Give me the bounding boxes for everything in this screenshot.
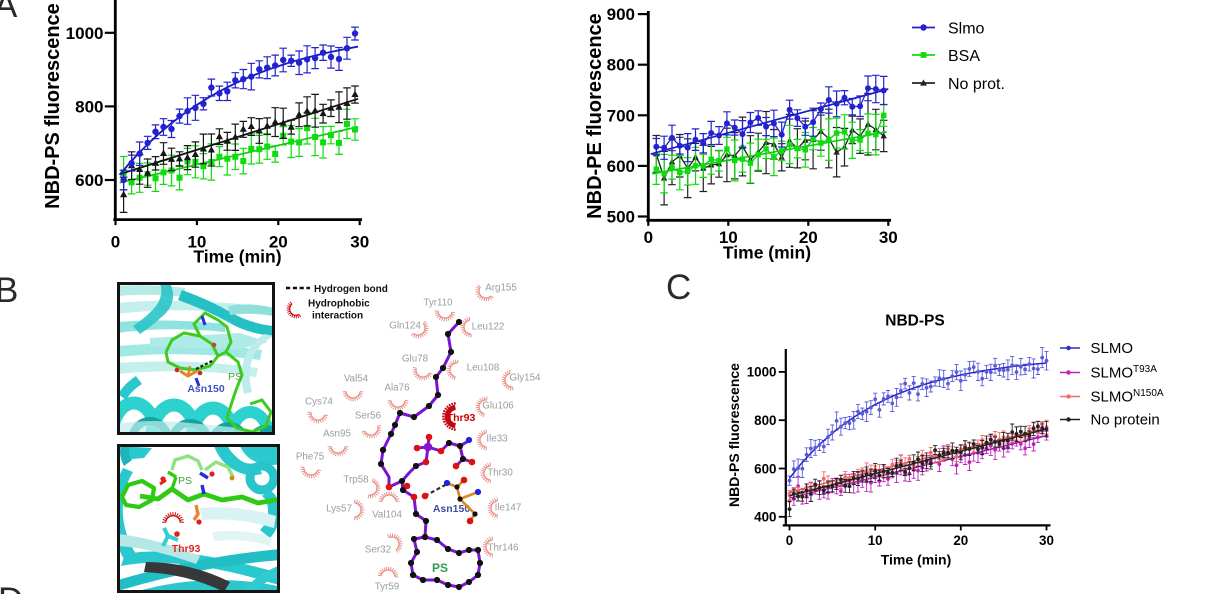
svg-text:BSA: BSA bbox=[948, 48, 980, 65]
svg-text:Ala76: Ala76 bbox=[384, 383, 410, 394]
svg-text:30: 30 bbox=[350, 232, 369, 251]
svg-text:B: B bbox=[0, 271, 18, 310]
svg-text:No protein: No protein bbox=[1091, 412, 1160, 429]
svg-text:1000: 1000 bbox=[747, 365, 777, 380]
svg-text:C: C bbox=[666, 268, 691, 307]
svg-text:Glu106: Glu106 bbox=[482, 401, 514, 412]
svg-text:0: 0 bbox=[644, 228, 653, 247]
svg-text:SLMO: SLMO bbox=[1091, 340, 1134, 357]
svg-text:No prot.: No prot. bbox=[948, 76, 1005, 93]
svg-text:Ile147: Ile147 bbox=[495, 503, 522, 514]
svg-text:Ile33: Ile33 bbox=[486, 434, 508, 445]
svg-text:Leu108: Leu108 bbox=[467, 363, 500, 374]
svg-text:Thr146: Thr146 bbox=[487, 543, 519, 554]
svg-text:Thr30: Thr30 bbox=[487, 468, 513, 479]
svg-text:600: 600 bbox=[754, 461, 776, 476]
svg-text:600: 600 bbox=[75, 171, 103, 190]
svg-text:NBD-PE fluorescence: NBD-PE fluorescence bbox=[584, 13, 606, 219]
svg-text:A: A bbox=[0, 0, 18, 25]
svg-text:SLMOT93A: SLMOT93A bbox=[1091, 364, 1158, 382]
svg-text:Cys74: Cys74 bbox=[305, 397, 333, 408]
svg-text:0: 0 bbox=[111, 232, 120, 251]
svg-text:Time (min): Time (min) bbox=[193, 247, 281, 267]
svg-text:PS: PS bbox=[178, 475, 192, 487]
svg-text:800: 800 bbox=[75, 97, 103, 116]
svg-text:Trp58: Trp58 bbox=[343, 475, 369, 486]
svg-text:Leu122: Leu122 bbox=[472, 322, 505, 333]
svg-text:PS: PS bbox=[432, 561, 448, 575]
svg-text:NBD-PS fluorescence: NBD-PS fluorescence bbox=[42, 3, 64, 209]
svg-text:NBD-PS fluorescence: NBD-PS fluorescence bbox=[726, 363, 742, 507]
svg-text:Thr93: Thr93 bbox=[447, 412, 476, 424]
svg-text:700: 700 bbox=[607, 106, 635, 125]
svg-text:20: 20 bbox=[953, 533, 968, 548]
svg-text:Val54: Val54 bbox=[344, 374, 369, 385]
svg-text:Time (min): Time (min) bbox=[881, 552, 952, 568]
svg-text:800: 800 bbox=[754, 413, 776, 428]
svg-text:30: 30 bbox=[1039, 533, 1054, 548]
svg-text:500: 500 bbox=[607, 208, 635, 227]
svg-text:900: 900 bbox=[607, 5, 635, 24]
svg-text:Tyr59: Tyr59 bbox=[375, 582, 400, 593]
svg-text:Arg155: Arg155 bbox=[485, 283, 517, 294]
svg-text:1000: 1000 bbox=[66, 24, 104, 43]
svg-text:Slmo: Slmo bbox=[948, 20, 985, 37]
svg-text:30: 30 bbox=[879, 228, 898, 247]
svg-text:Ser32: Ser32 bbox=[365, 545, 391, 556]
svg-text:SLMON150A: SLMON150A bbox=[1091, 388, 1164, 406]
svg-text:Val104: Val104 bbox=[372, 510, 402, 521]
svg-text:Asn150: Asn150 bbox=[187, 383, 225, 395]
svg-text:10: 10 bbox=[719, 228, 738, 247]
svg-text:Lys57: Lys57 bbox=[326, 504, 352, 515]
svg-text:Asn150: Asn150 bbox=[433, 503, 471, 515]
svg-text:PS: PS bbox=[228, 371, 242, 383]
svg-text:10: 10 bbox=[868, 533, 883, 548]
svg-text:0: 0 bbox=[786, 533, 793, 548]
svg-text:interaction: interaction bbox=[312, 311, 363, 322]
svg-text:Tyr110: Tyr110 bbox=[423, 298, 453, 309]
svg-text:600: 600 bbox=[607, 157, 635, 176]
svg-text:Ser56: Ser56 bbox=[355, 411, 382, 422]
svg-text:Phe75: Phe75 bbox=[296, 452, 325, 463]
svg-text:D: D bbox=[0, 581, 23, 594]
svg-text:10: 10 bbox=[187, 232, 206, 251]
svg-text:Asn95: Asn95 bbox=[323, 429, 351, 440]
svg-text:Glu78: Glu78 bbox=[402, 354, 429, 365]
svg-text:Time (min): Time (min) bbox=[723, 243, 811, 263]
svg-text:Hydrogen bond: Hydrogen bond bbox=[314, 284, 388, 295]
svg-text:400: 400 bbox=[754, 510, 776, 525]
svg-text:20: 20 bbox=[269, 232, 288, 251]
svg-text:20: 20 bbox=[799, 228, 818, 247]
svg-text:Hydrophobic: Hydrophobic bbox=[308, 299, 370, 310]
svg-text:800: 800 bbox=[607, 56, 635, 75]
svg-text:Gln124: Gln124 bbox=[389, 321, 421, 332]
svg-text:Thr93: Thr93 bbox=[172, 543, 201, 555]
svg-text:NBD-PS: NBD-PS bbox=[885, 313, 944, 330]
svg-text:Gly154: Gly154 bbox=[509, 373, 541, 384]
